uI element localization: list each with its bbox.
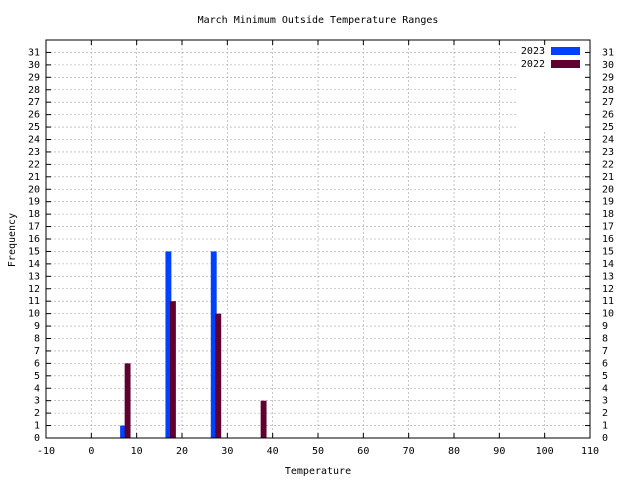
y2-tick-label: 21 [602, 172, 614, 183]
y2-tick-label: 31 [602, 47, 614, 58]
y-tick-label: 8 [34, 334, 40, 345]
y-tick-label: 16 [28, 234, 40, 245]
y2-tick-label: 27 [602, 97, 614, 108]
y2-tick-label: 16 [602, 234, 614, 245]
y-tick-label: 29 [28, 72, 40, 83]
y2-tick-label: 18 [602, 209, 614, 220]
x-tick-label: 100 [536, 446, 554, 457]
y2-tick-label: 9 [602, 321, 608, 332]
x-tick-label: -10 [37, 446, 55, 457]
y2-tick-label: 15 [602, 246, 614, 257]
y2-tick-label: 29 [602, 72, 614, 83]
y-tick-label: 0 [34, 433, 40, 444]
bar [169, 301, 176, 438]
legend-label: 2023 [521, 46, 545, 57]
legend-label: 2022 [521, 59, 545, 70]
y-tick-label: 3 [34, 396, 40, 407]
x-tick-label: 60 [357, 446, 369, 457]
y-tick-label: 30 [28, 60, 40, 71]
x-tick-label: 80 [448, 446, 460, 457]
y2-tick-label: 0 [602, 433, 608, 444]
bar [165, 251, 172, 438]
y2-tick-label: 13 [602, 271, 614, 282]
y2-tick-label: 28 [602, 85, 614, 96]
y2-tick-label: 11 [602, 296, 614, 307]
y-tick-label: 21 [28, 172, 40, 183]
chart-title: March Minimum Outside Temperature Ranges [198, 15, 439, 26]
y-tick-label: 19 [28, 197, 40, 208]
y2-tick-label: 2 [602, 408, 608, 419]
y-tick-label: 15 [28, 246, 40, 257]
y2-tick-label: 8 [602, 334, 608, 345]
x-axis-label: Temperature [285, 466, 351, 477]
y-tick-label: 14 [28, 259, 40, 270]
x-tick-label: 110 [581, 446, 599, 457]
y-tick-label: 23 [28, 147, 40, 158]
y-tick-label: 4 [34, 383, 40, 394]
x-tick-label: 10 [131, 446, 143, 457]
y2-tick-label: 26 [602, 110, 614, 121]
legend-background [516, 41, 589, 131]
y2-tick-label: 17 [602, 222, 614, 233]
y-tick-label: 17 [28, 222, 40, 233]
y-tick-label: 26 [28, 110, 40, 121]
y-tick-label: 5 [34, 371, 40, 382]
y2-tick-label: 1 [602, 421, 608, 432]
y-tick-label: 11 [28, 296, 40, 307]
bar [210, 251, 217, 438]
y-tick-label: 31 [28, 47, 40, 58]
y2-tick-label: 10 [602, 309, 614, 320]
y2-tick-label: 24 [602, 135, 614, 146]
y2-tick-label: 6 [602, 358, 608, 369]
x-tick-label: 0 [88, 446, 94, 457]
y-tick-label: 2 [34, 408, 40, 419]
bar [260, 400, 267, 438]
y-tick-label: 10 [28, 309, 40, 320]
x-tick-label: 70 [403, 446, 415, 457]
y2-tick-label: 19 [602, 197, 614, 208]
y2-tick-label: 4 [602, 383, 608, 394]
y2-tick-label: 5 [602, 371, 608, 382]
y-tick-label: 7 [34, 346, 40, 357]
x-tick-label: 50 [312, 446, 324, 457]
y-tick-label: 9 [34, 321, 40, 332]
y-tick-label: 27 [28, 97, 40, 108]
y-axis-label: Frequency [7, 213, 18, 267]
y2-tick-label: 25 [602, 122, 614, 133]
x-tick-label: 40 [267, 446, 279, 457]
y-tick-label: 22 [28, 159, 40, 170]
y2-tick-label: 7 [602, 346, 608, 357]
y2-tick-label: 20 [602, 184, 614, 195]
plot-border [45, 39, 591, 439]
legend-swatch [551, 60, 580, 68]
y-tick-label: 13 [28, 271, 40, 282]
y2-tick-label: 12 [602, 284, 614, 295]
bar [215, 313, 222, 438]
y2-tick-label: 3 [602, 396, 608, 407]
bar [124, 363, 131, 438]
y-tick-label: 28 [28, 85, 40, 96]
x-tick-label: 20 [176, 446, 188, 457]
y2-tick-label: 14 [602, 259, 614, 270]
y2-tick-label: 30 [602, 60, 614, 71]
bar [120, 425, 127, 438]
y-tick-label: 24 [28, 135, 40, 146]
y-tick-label: 12 [28, 284, 40, 295]
y-tick-label: 20 [28, 184, 40, 195]
x-tick-label: 90 [493, 446, 505, 457]
x-tick-label: 30 [221, 446, 233, 457]
y2-tick-label: 23 [602, 147, 614, 158]
y-tick-label: 18 [28, 209, 40, 220]
legend-swatch [551, 47, 580, 55]
y-tick-label: 1 [34, 421, 40, 432]
y-tick-label: 6 [34, 358, 40, 369]
y-tick-label: 25 [28, 122, 40, 133]
y2-tick-label: 22 [602, 159, 614, 170]
